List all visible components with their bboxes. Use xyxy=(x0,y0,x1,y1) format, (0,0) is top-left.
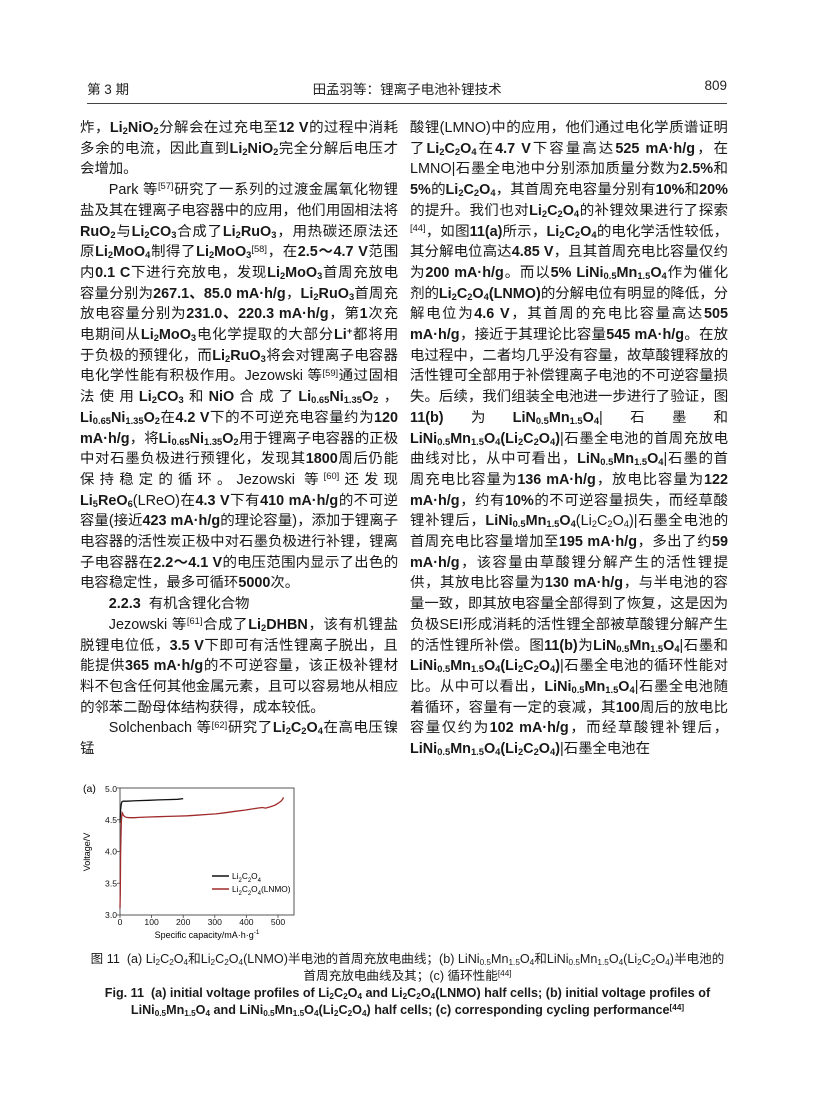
svg-text:Li2C2O4: Li2C2O4 xyxy=(232,871,262,884)
svg-text:200: 200 xyxy=(176,917,191,927)
svg-text:3.5: 3.5 xyxy=(105,878,117,888)
svg-text:4.5: 4.5 xyxy=(105,815,117,825)
svg-text:300: 300 xyxy=(208,917,223,927)
svg-text:4.0: 4.0 xyxy=(105,847,117,857)
svg-text:Li2C2O4(LNMO): Li2C2O4(LNMO) xyxy=(232,884,291,897)
svg-text:(a): (a) xyxy=(83,783,96,795)
svg-text:Specific capacity/mA·h·g-1: Specific capacity/mA·h·g-1 xyxy=(155,929,260,940)
svg-text:5.0: 5.0 xyxy=(105,784,117,794)
svg-text:100: 100 xyxy=(144,917,159,927)
svg-text:3.0: 3.0 xyxy=(105,910,117,920)
svg-text:0: 0 xyxy=(118,917,123,927)
svg-text:500: 500 xyxy=(271,917,286,927)
svg-text:400: 400 xyxy=(239,917,254,927)
svg-text:Voltage/V: Voltage/V xyxy=(82,833,92,872)
